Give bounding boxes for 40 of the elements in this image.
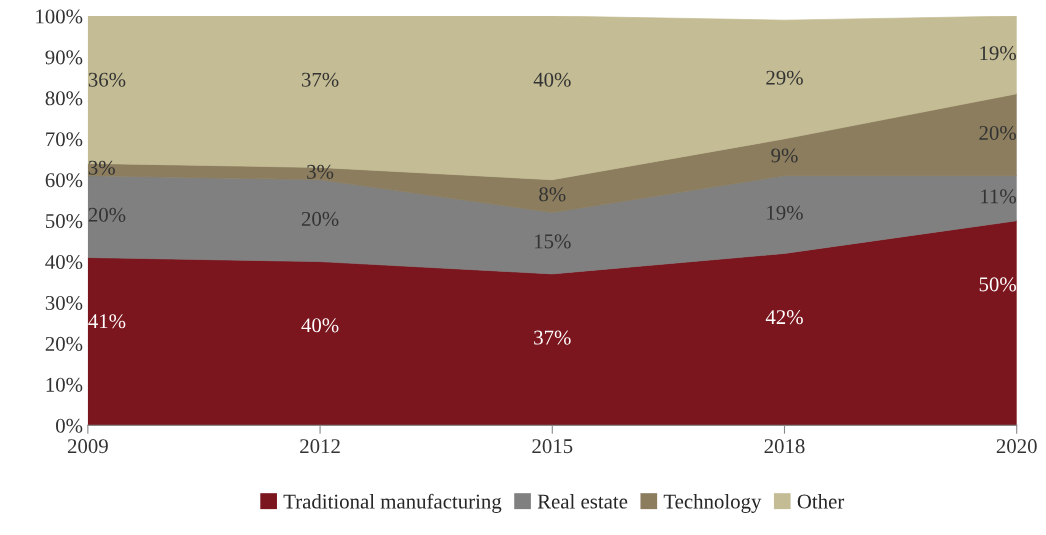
data-label: 8% <box>539 187 566 202</box>
y-tick-label: 40% <box>45 254 83 270</box>
x-tick-label: 2012 <box>300 439 340 454</box>
data-label: 50% <box>979 277 1016 292</box>
data-label: 40% <box>301 318 339 333</box>
data-label: 42% <box>765 310 803 325</box>
data-label: 19% <box>980 46 1016 61</box>
y-tick-label: 90% <box>45 50 83 65</box>
data-label: 3% <box>307 164 334 179</box>
data-label: 20% <box>979 125 1016 141</box>
y-tick-label: 50% <box>46 214 83 229</box>
data-label: 11% <box>981 189 1016 204</box>
x-tick-label: 2009 <box>67 439 108 454</box>
legend-label: Real estate <box>537 493 628 509</box>
data-label: 9% <box>771 148 798 163</box>
legend-label: Technology <box>663 493 762 513</box>
data-label: 15% <box>535 234 571 249</box>
data-label: 37% <box>301 72 339 87</box>
data-label: 3% <box>88 160 115 175</box>
y-tick-label: 60% <box>45 173 83 188</box>
y-tick-label: 80% <box>45 91 83 106</box>
data-label: 20% <box>301 211 339 226</box>
y-tick-label: 20% <box>45 336 83 351</box>
legend-label: Other <box>797 493 845 509</box>
data-label: 36% <box>88 72 126 87</box>
y-tick-label: 0% <box>56 418 83 433</box>
legend-label: Traditional manufacturing <box>283 493 502 513</box>
y-tick-label: 100% <box>36 9 83 24</box>
y-tick-label: 10% <box>46 377 83 392</box>
data-label: 40% <box>533 72 571 87</box>
x-tick-label: 2018 <box>764 439 805 454</box>
data-label: 29% <box>766 70 803 85</box>
data-label: 37% <box>534 330 571 345</box>
y-tick-label: 70% <box>46 132 83 147</box>
x-tick-label: 2015 <box>532 439 573 454</box>
data-label: 20% <box>88 207 126 222</box>
data-label: 41% <box>88 314 126 329</box>
data-label: 19% <box>767 205 803 220</box>
y-tick-label: 30% <box>45 295 83 311</box>
x-tick-label: 2020 <box>996 439 1037 454</box>
